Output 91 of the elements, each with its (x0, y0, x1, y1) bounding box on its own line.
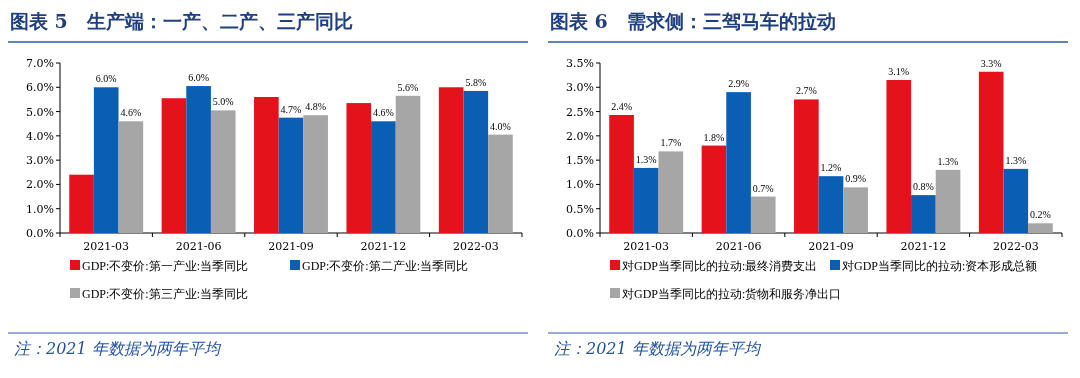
y-tick-label: 3.0% (26, 154, 54, 168)
y-tick-label: 6.0% (26, 81, 54, 95)
bar (794, 99, 819, 233)
y-tick-label: 3.0% (566, 81, 594, 95)
x-tick-label: 2021-03 (623, 240, 670, 253)
x-tick-label: 2021-06 (175, 240, 222, 253)
legend-label: GDP:不变价:第一产业:当季同比 (82, 259, 249, 273)
data-label: 5.0% (212, 96, 234, 108)
bar (395, 95, 421, 233)
bar (254, 97, 279, 233)
y-tick-label: 2.0% (26, 178, 54, 192)
y-tick-label: 1.5% (566, 154, 594, 168)
data-label: 1.3% (1005, 154, 1027, 166)
data-label: 2.7% (795, 85, 817, 97)
bar (935, 169, 961, 233)
data-label: 4.6% (120, 107, 142, 119)
text: 注：2021 年数据为两年平均 (554, 339, 762, 358)
bar (210, 110, 236, 233)
bar (161, 98, 187, 233)
data-label: 1.3% (635, 153, 657, 165)
data-label: 4.0% (490, 120, 511, 132)
y-tick-label: 2.5% (566, 105, 594, 119)
bar (726, 92, 751, 233)
bar (69, 174, 94, 233)
data-label: 1.8% (703, 131, 725, 143)
bar (818, 176, 844, 233)
x-tick-label: 2021-12 (900, 240, 947, 253)
data-label: 2.9% (728, 78, 750, 90)
legend-label: 对GDP当季同比的拉动:最终消费支出 (622, 259, 818, 273)
data-label: 0.8% (912, 181, 934, 193)
data-label: 5.6% (397, 81, 419, 93)
bar (750, 196, 776, 233)
x-tick-label: 2022-03 (992, 240, 1039, 253)
bar (701, 145, 727, 233)
y-tick-label: 7.0% (26, 57, 54, 70)
x-tick-label: 2021-06 (715, 240, 762, 253)
data-label: 3.1% (888, 66, 910, 77)
data-label: 4.7% (280, 103, 302, 115)
data-label: 6.0% (188, 72, 210, 84)
bar (463, 90, 489, 233)
bar (438, 87, 464, 233)
bar (93, 87, 119, 233)
x-tick-label: 2021-09 (268, 240, 314, 253)
bar (658, 151, 684, 233)
data-label: 6.0% (95, 73, 117, 85)
y-tick-label: 4.0% (26, 129, 54, 143)
data-label: 4.6% (372, 107, 394, 119)
y-tick-label: 0.5% (566, 202, 594, 216)
x-tick-label: 2021-12 (360, 240, 407, 253)
x-tick-label: 2022-03 (452, 240, 499, 253)
bar (633, 167, 659, 233)
bar (843, 187, 868, 233)
bar (186, 86, 211, 233)
chart-title: 图表 6 需求侧：三驾马车的拉动 (550, 10, 836, 32)
legend-label: GDP:不变价:第二产业:当季同比 (302, 259, 469, 273)
data-label: 5.8% (465, 76, 487, 88)
x-tick-label: 2021-03 (83, 240, 130, 253)
data-label: 1.3% (937, 155, 959, 167)
bar (609, 114, 634, 233)
y-tick-label: 1.0% (26, 202, 54, 216)
data-label: 4.8% (305, 101, 327, 113)
bar (346, 103, 372, 233)
data-label: 3.3% (980, 57, 1002, 69)
y-tick-label: 5.0% (26, 105, 54, 119)
legend-label: GDP:不变价:第三产业:当季同比 (82, 287, 249, 301)
data-label: 0.9% (845, 173, 867, 185)
y-tick-label: 3.5% (566, 57, 594, 70)
bar (118, 121, 144, 233)
data-label: 2.4% (611, 100, 632, 112)
legend-label: 对GDP当季同比的拉动:货物和服务净出口 (622, 287, 842, 301)
bar (278, 117, 304, 233)
bar (1003, 168, 1029, 233)
legend-label: 对GDP当季同比的拉动:资本形成总额 (842, 259, 1038, 273)
bar (886, 80, 912, 233)
chart-title: 图表 5 生产端：一产、二产、三产同比 (10, 10, 353, 32)
bar (978, 71, 1004, 233)
bar (488, 134, 513, 233)
y-tick-label: 1.0% (566, 178, 594, 192)
x-tick-label: 2021-09 (808, 240, 854, 253)
data-label: 1.7% (660, 137, 682, 149)
y-tick-label: 2.0% (566, 129, 594, 143)
y-tick-label: 0.0% (566, 227, 594, 240)
data-label: 1.2% (820, 162, 842, 174)
bar (371, 121, 396, 233)
bar (1028, 223, 1053, 233)
data-label: 0.7% (752, 182, 774, 194)
text: 注：2021 年数据为两年平均 (14, 339, 222, 358)
y-tick-label: 0.0% (26, 227, 54, 240)
bar (911, 195, 936, 233)
data-label: 0.2% (1030, 209, 1051, 221)
bar (303, 115, 328, 233)
